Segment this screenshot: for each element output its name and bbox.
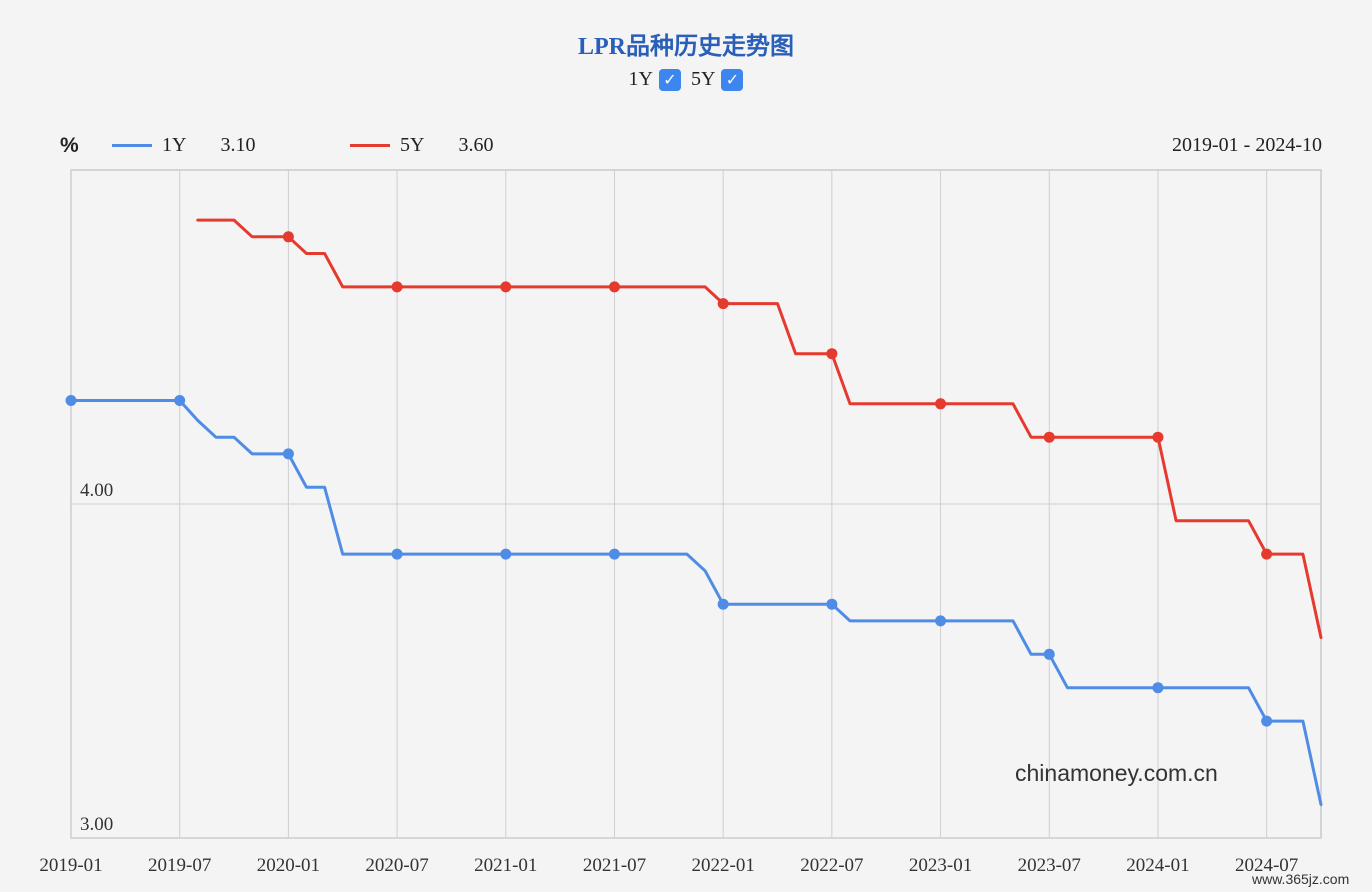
- series-lines: [65, 218, 1323, 807]
- legend-name-5y: 5Y: [400, 134, 425, 156]
- x-tick-label: 2022-07: [800, 855, 863, 876]
- data-point-5y: [391, 281, 403, 293]
- data-point-1y: [935, 615, 947, 627]
- toggle-1y[interactable]: 1Y ✓: [629, 68, 681, 91]
- legend-swatch-1y: [112, 144, 152, 147]
- series-line-1y: [69, 399, 1323, 807]
- series-line-5y: [196, 218, 1323, 640]
- data-point-1y: [1152, 682, 1164, 694]
- x-tick-label: 2021-01: [474, 855, 537, 876]
- data-point-5y: [608, 281, 620, 293]
- data-point-5y: [1152, 431, 1164, 443]
- legend-item-1y[interactable]: 1Y 3.10: [112, 134, 255, 157]
- data-point-1y: [826, 598, 838, 610]
- legend-value-1y: 3.10: [220, 134, 256, 156]
- x-tick-label: 2019-07: [148, 855, 211, 876]
- toggle-5y-label: 5Y: [691, 68, 716, 90]
- data-point-1y: [282, 448, 294, 460]
- chart-title: LPR品种历史走势图: [578, 34, 794, 60]
- data-point-1y: [608, 548, 620, 560]
- data-point-5y: [1261, 548, 1273, 560]
- x-tick-label: 2024-01: [1126, 855, 1189, 876]
- legend-swatch-5y: [350, 144, 390, 147]
- x-tick-label: 2020-07: [365, 855, 428, 876]
- data-point-5y: [282, 231, 294, 243]
- legend: % 1Y 3.10 5Y 3.60 2019-01 - 2024-10: [60, 134, 1322, 162]
- watermark: chinamoney.com.cn: [1015, 760, 1218, 786]
- data-point-5y: [717, 298, 729, 310]
- legend-item-5y[interactable]: 5Y 3.60: [350, 134, 493, 157]
- grid: [70, 169, 1322, 839]
- unit-label: %: [60, 134, 79, 157]
- x-tick-label: 2019-01: [39, 855, 102, 876]
- date-range: 2019-01 - 2024-10: [1172, 134, 1322, 156]
- data-point-1y: [500, 548, 512, 560]
- checkbox-checked-icon[interactable]: ✓: [659, 68, 681, 91]
- legend-name-1y: 1Y: [162, 134, 187, 156]
- series-toggles: 1Y ✓ 5Y ✓: [0, 68, 1372, 91]
- data-point-1y: [717, 598, 729, 610]
- x-tick-label: 2023-07: [1018, 855, 1081, 876]
- data-point-5y: [935, 398, 947, 410]
- checkbox-checked-icon[interactable]: ✓: [721, 68, 744, 91]
- toggle-1y-label: 1Y: [628, 68, 653, 90]
- data-point-1y: [1261, 715, 1273, 727]
- x-tick-label: 2021-07: [583, 855, 646, 876]
- data-point-1y: [65, 394, 77, 406]
- data-point-1y: [174, 394, 186, 406]
- data-point-5y: [500, 281, 512, 293]
- y-tick-label: 4.00: [80, 480, 113, 501]
- axis-labels: 2019-01 2019-07 2020-01 2020-07 2021-01 2021-…: [39, 480, 1298, 876]
- toggle-5y[interactable]: 5Y ✓: [691, 68, 744, 91]
- x-tick-label: 2024-07: [1235, 855, 1298, 876]
- data-point-1y: [391, 548, 403, 560]
- x-tick-label: 2022-01: [692, 855, 755, 876]
- corner-watermark: www.365jz.com: [1251, 871, 1349, 887]
- data-point-5y: [1043, 431, 1055, 443]
- legend-value-5y: 3.60: [458, 134, 494, 156]
- x-tick-label: 2023-01: [909, 855, 972, 876]
- x-tick-label: 2020-01: [257, 855, 320, 876]
- y-tick-label: 3.00: [80, 814, 113, 835]
- data-point-5y: [826, 348, 838, 360]
- data-point-1y: [1043, 648, 1055, 660]
